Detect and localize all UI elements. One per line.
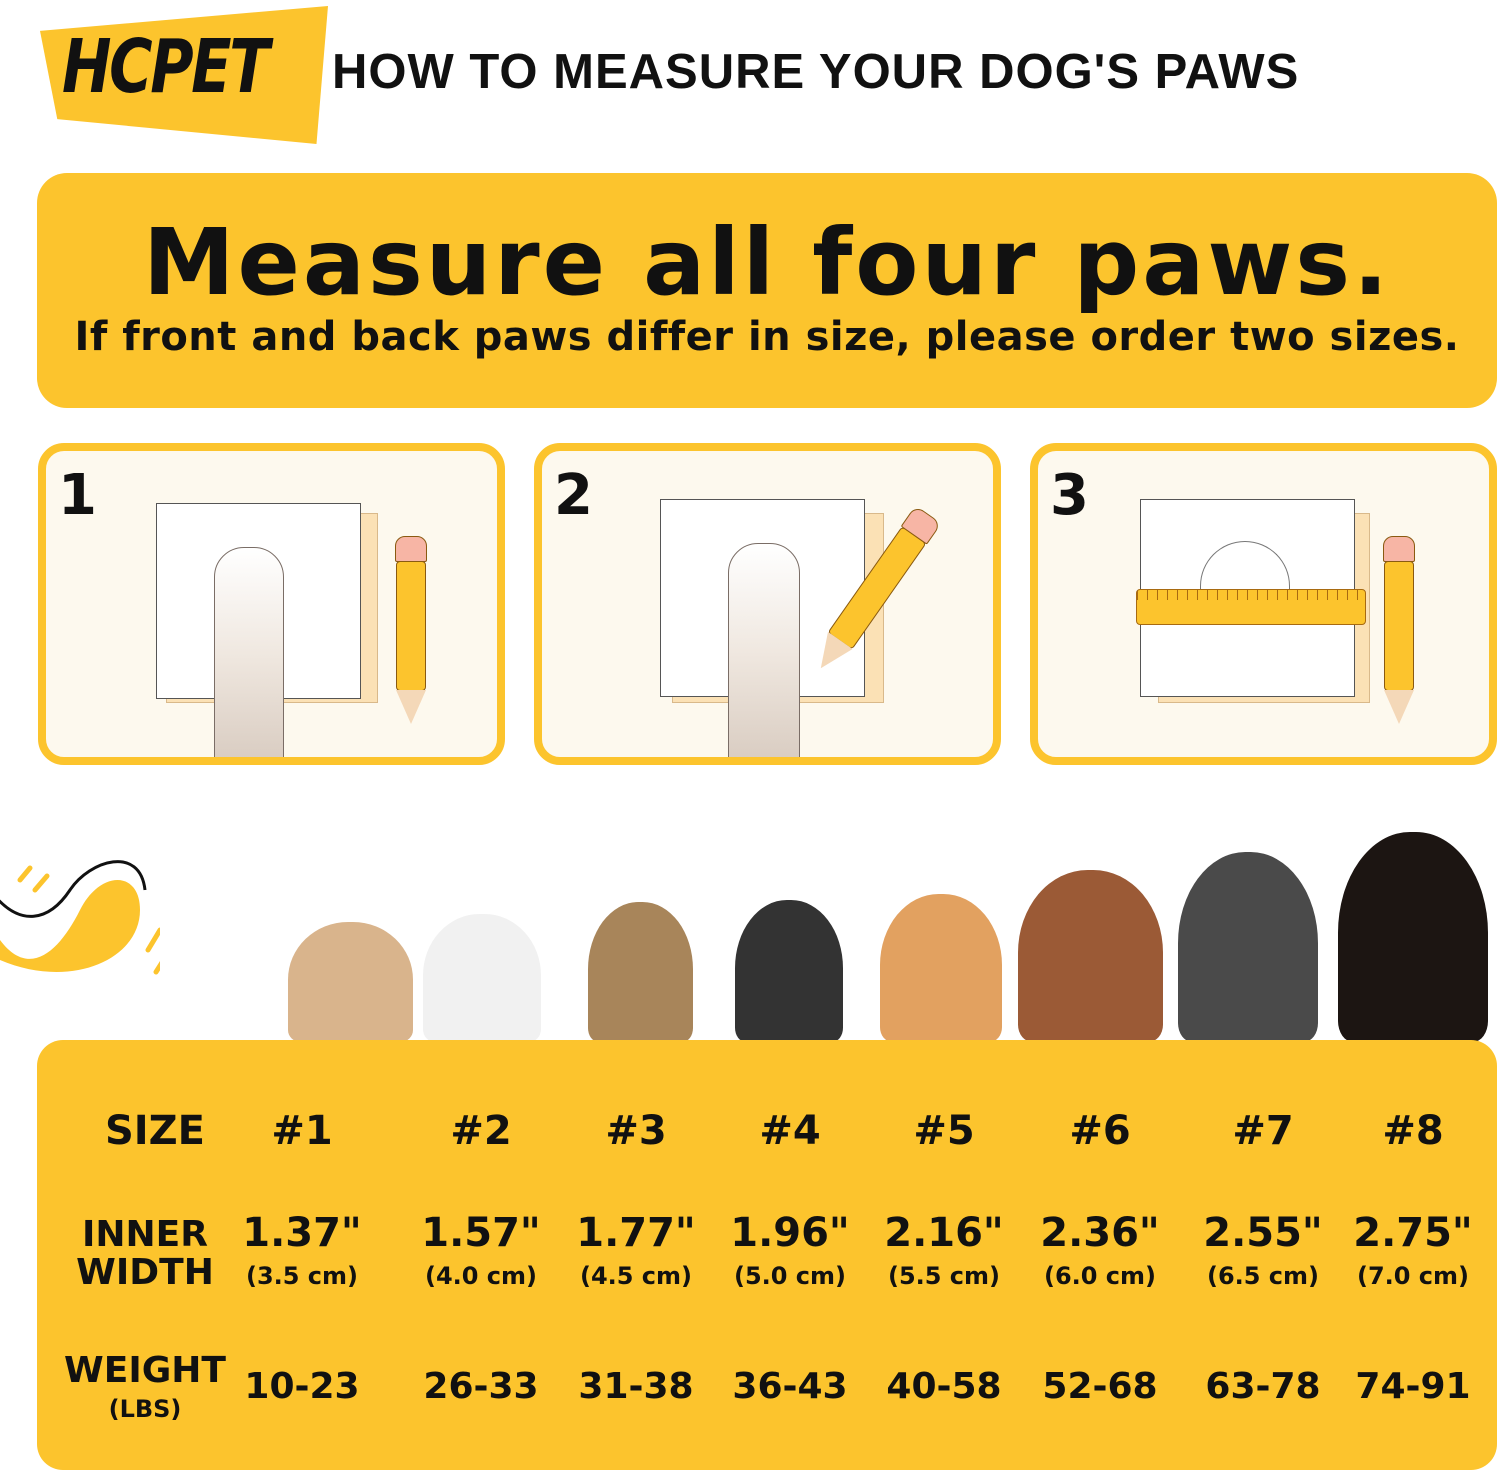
inner-width-inches: 2.75"	[1353, 1210, 1473, 1256]
inner-width-cell: 2.75" (7.0 cm)	[1353, 1210, 1473, 1290]
inner-width-inches: 1.57"	[421, 1210, 541, 1256]
banner-subtitle: If front and back paws differ in size, p…	[74, 314, 1460, 360]
pencil-icon	[395, 536, 427, 724]
inner-width-cell: 1.96" (5.0 cm)	[730, 1210, 850, 1290]
inner-width-cell: 1.37" (3.5 cm)	[242, 1210, 362, 1290]
dog-paw-illustration	[728, 543, 800, 757]
inner-width-cell: 1.77" (4.5 cm)	[576, 1210, 696, 1290]
size-label: #5	[913, 1108, 975, 1154]
size-label: #6	[1069, 1108, 1131, 1154]
dog-rottweiler-image	[1338, 832, 1488, 1042]
banner-heading: Measure all four paws.	[142, 209, 1392, 316]
size-row-label: SIZE	[104, 1108, 206, 1154]
inner-width-inches: 2.36"	[1040, 1210, 1160, 1256]
size-label: #7	[1232, 1108, 1294, 1154]
dog-husky-image	[1178, 852, 1318, 1042]
weight-range: 63-78	[1205, 1366, 1321, 1407]
inner-width-cm: (4.5 cm)	[579, 1262, 693, 1290]
size-label: #2	[450, 1108, 512, 1154]
inner-width-cm: (5.5 cm)	[887, 1262, 1001, 1290]
dog-australian-shepherd-image	[1018, 870, 1163, 1042]
instruction-banner: Measure all four paws. If front and back…	[37, 173, 1497, 408]
inner-width-cell: 2.55" (6.5 cm)	[1203, 1210, 1323, 1290]
logo-text: HCPET	[62, 24, 270, 110]
step-number: 3	[1050, 463, 1089, 528]
weight-range: 10-23	[244, 1366, 360, 1407]
inner-width-cell: 1.57" (4.0 cm)	[421, 1210, 541, 1290]
dog-shiba-image	[880, 894, 1002, 1042]
dog-chihuahua-image	[288, 922, 413, 1042]
inner-width-inches: 1.77"	[576, 1210, 696, 1256]
inner-width-cm: (4.0 cm)	[424, 1262, 538, 1290]
inner-width-cm: (5.0 cm)	[733, 1262, 847, 1290]
weight-label: WEIGHT	[64, 1350, 226, 1391]
page-title: HOW TO MEASURE YOUR DOG'S PAWS	[332, 45, 1300, 99]
dog-schnauzer-image	[735, 900, 843, 1042]
weight-range: 26-33	[423, 1366, 539, 1407]
inner-width-inches: 1.37"	[242, 1210, 362, 1256]
inner-width-cm: (7.0 cm)	[1356, 1262, 1470, 1290]
inner-width-inches: 2.16"	[884, 1210, 1004, 1256]
decorative-swoosh-icon	[0, 860, 160, 975]
inner-width-cell: 2.16" (5.5 cm)	[884, 1210, 1004, 1290]
dog-yorkie-image	[588, 902, 693, 1042]
inner-width-inches: 2.55"	[1203, 1210, 1323, 1256]
size-label: #1	[271, 1108, 333, 1154]
step-number: 1	[58, 463, 97, 528]
size-chart: SIZE INNER WIDTH WEIGHT (LBS) #1 1.37" (…	[37, 1040, 1497, 1470]
size-label: #4	[759, 1108, 821, 1154]
dog-breeds-row	[280, 830, 1500, 1042]
brand-logo: HCPET	[40, 6, 328, 144]
weight-range: 74-91	[1355, 1366, 1471, 1407]
inner-width-cm: (3.5 cm)	[245, 1262, 359, 1290]
weight-row-label: WEIGHT (LBS)	[64, 1352, 226, 1428]
inner-width-cm: (6.0 cm)	[1043, 1262, 1157, 1290]
size-label: #3	[605, 1108, 667, 1154]
inner-width-inches: 1.96"	[730, 1210, 850, 1256]
weight-range: 36-43	[732, 1366, 848, 1407]
inner-width-cm: (6.5 cm)	[1206, 1262, 1320, 1290]
ruler-icon	[1136, 589, 1366, 625]
dog-paw-illustration	[214, 547, 284, 757]
weight-range: 52-68	[1042, 1366, 1158, 1407]
dog-bichon-image	[423, 914, 541, 1042]
size-label: #8	[1382, 1108, 1444, 1154]
inner-width-cell: 2.36" (6.0 cm)	[1040, 1210, 1160, 1290]
inner-width-label-line1: INNER	[82, 1214, 208, 1255]
step-number: 2	[554, 463, 593, 528]
pencil-icon	[1383, 536, 1415, 724]
weight-range: 31-38	[578, 1366, 694, 1407]
inner-width-row-label: INNER WIDTH	[76, 1216, 214, 1292]
weight-range: 40-58	[886, 1366, 1002, 1407]
inner-width-label-line2: WIDTH	[76, 1252, 214, 1293]
step-2-panel: 2	[534, 443, 1001, 765]
weight-unit-label: (LBS)	[108, 1395, 182, 1423]
step-3-panel: 3	[1030, 443, 1497, 765]
step-1-panel: 1	[38, 443, 505, 765]
